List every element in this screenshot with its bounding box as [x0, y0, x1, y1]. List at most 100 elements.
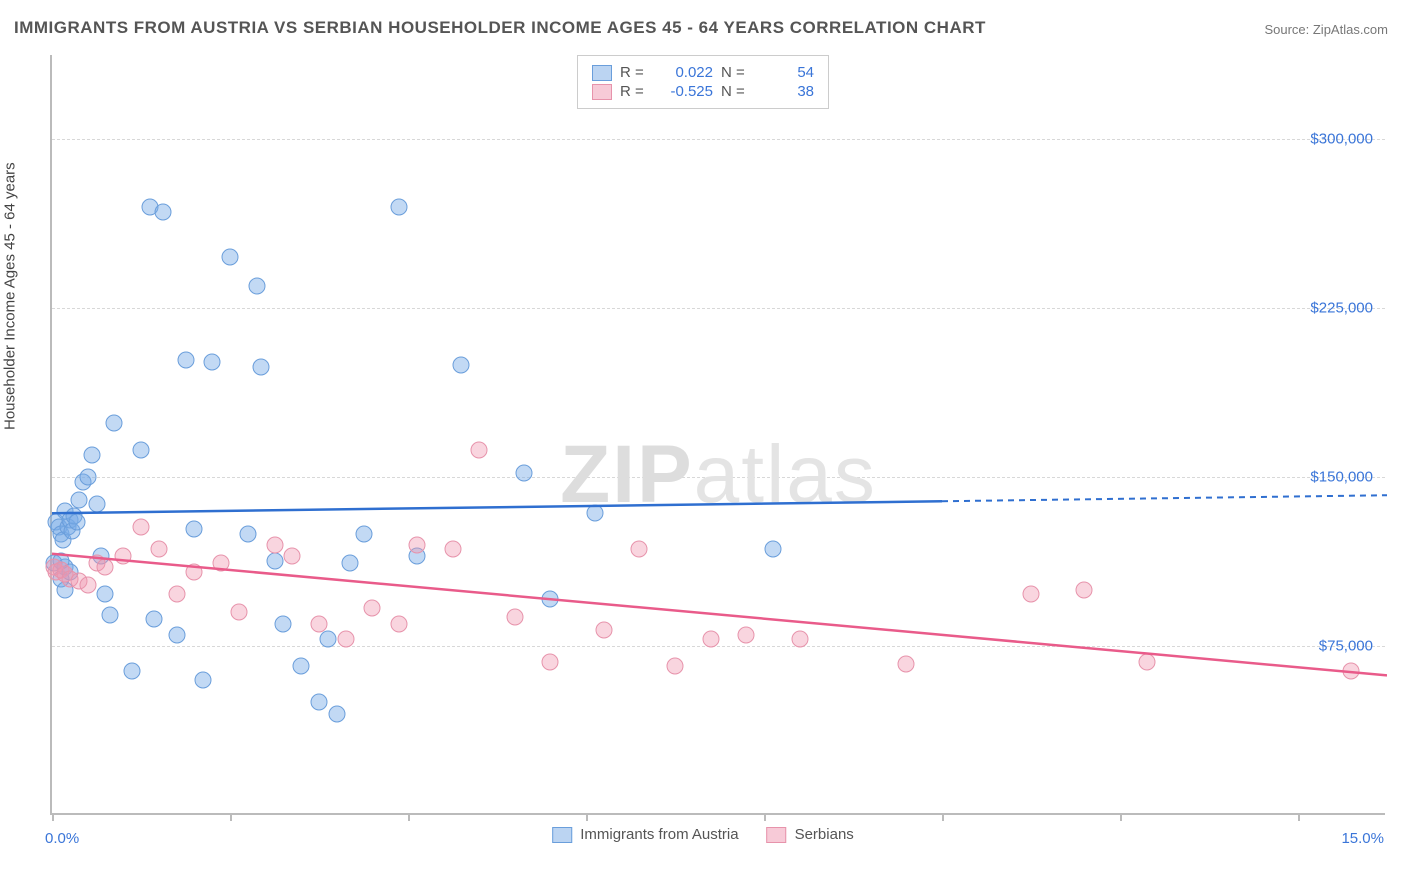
legend-stats: R = 0.022 N = 54 R = -0.525 N = 38	[577, 55, 829, 109]
x-tick	[408, 813, 410, 821]
trendline-extrapolated-austria	[942, 495, 1387, 501]
scatter-point-austria	[133, 442, 150, 459]
scatter-point-austria	[204, 354, 221, 371]
legend-n-value-b: 38	[759, 83, 814, 100]
scatter-point-austria	[239, 525, 256, 542]
scatter-point-austria	[146, 611, 163, 628]
scatter-point-austria	[84, 446, 101, 463]
trendline-serbians	[52, 554, 1387, 676]
legend-stats-row-a: R = 0.022 N = 54	[592, 64, 814, 81]
scatter-point-serbians	[337, 631, 354, 648]
scatter-point-austria	[168, 626, 185, 643]
scatter-point-serbians	[391, 615, 408, 632]
scatter-point-serbians	[150, 541, 167, 558]
scatter-point-austria	[391, 199, 408, 216]
scatter-point-serbians	[311, 615, 328, 632]
scatter-point-serbians	[408, 536, 425, 553]
x-axis-max-label: 15.0%	[1341, 830, 1384, 847]
legend-item-a: Immigrants from Austria	[552, 826, 738, 843]
x-tick	[586, 813, 588, 821]
swatch-austria-icon	[552, 827, 572, 843]
y-tick-label: $300,000	[1310, 131, 1373, 148]
scatter-point-serbians	[364, 599, 381, 616]
scatter-point-austria	[177, 352, 194, 369]
source-label: Source:	[1264, 22, 1312, 37]
scatter-point-austria	[266, 552, 283, 569]
scatter-point-austria	[248, 277, 265, 294]
y-tick-label: $225,000	[1310, 300, 1373, 317]
watermark-bold: ZIP	[560, 429, 694, 520]
scatter-point-serbians	[667, 658, 684, 675]
x-tick	[942, 813, 944, 821]
scatter-point-austria	[124, 662, 141, 679]
legend-stats-row-b: R = -0.525 N = 38	[592, 83, 814, 100]
scatter-plot-area: ZIPatlas $75,000 $150,000 $225,000 $300,000	[50, 55, 1385, 815]
scatter-point-austria	[515, 464, 532, 481]
y-tick-label: $75,000	[1319, 638, 1373, 655]
gridline-horizontal	[52, 477, 1385, 478]
scatter-point-austria	[88, 496, 105, 513]
scatter-point-austria	[764, 541, 781, 558]
scatter-point-austria	[319, 631, 336, 648]
gridline-horizontal	[52, 646, 1385, 647]
scatter-point-austria	[97, 586, 114, 603]
scatter-point-austria	[106, 415, 123, 432]
scatter-point-serbians	[230, 604, 247, 621]
scatter-point-austria	[70, 491, 87, 508]
legend-r-label: R =	[620, 64, 650, 81]
scatter-point-serbians	[1138, 653, 1155, 670]
scatter-point-austria	[342, 554, 359, 571]
scatter-point-serbians	[97, 559, 114, 576]
scatter-point-austria	[195, 671, 212, 688]
scatter-point-serbians	[1343, 662, 1360, 679]
scatter-point-serbians	[133, 518, 150, 535]
legend-label-b: Serbians	[795, 826, 854, 843]
scatter-point-austria	[186, 521, 203, 538]
scatter-point-serbians	[506, 608, 523, 625]
legend-series: Immigrants from Austria Serbians	[552, 826, 854, 843]
y-tick-label: $150,000	[1310, 469, 1373, 486]
scatter-point-austria	[68, 514, 85, 531]
scatter-point-austria	[101, 606, 118, 623]
legend-n-label: N =	[721, 83, 751, 100]
scatter-point-serbians	[79, 577, 96, 594]
gridline-horizontal	[52, 308, 1385, 309]
scatter-point-serbians	[1076, 581, 1093, 598]
x-tick	[230, 813, 232, 821]
swatch-serbians-icon	[592, 84, 612, 100]
x-tick	[764, 813, 766, 821]
x-tick	[1120, 813, 1122, 821]
scatter-point-austria	[155, 203, 172, 220]
scatter-point-serbians	[702, 631, 719, 648]
y-axis-title: Householder Income Ages 45 - 64 years	[2, 162, 19, 430]
scatter-point-serbians	[631, 541, 648, 558]
scatter-point-austria	[586, 505, 603, 522]
scatter-point-austria	[355, 525, 372, 542]
x-tick	[52, 813, 54, 821]
legend-label-a: Immigrants from Austria	[580, 826, 738, 843]
scatter-point-serbians	[444, 541, 461, 558]
scatter-point-austria	[222, 248, 239, 265]
scatter-point-austria	[542, 590, 559, 607]
chart-title: IMMIGRANTS FROM AUSTRIA VS SERBIAN HOUSE…	[14, 18, 986, 38]
scatter-point-austria	[275, 615, 292, 632]
legend-n-label: N =	[721, 64, 751, 81]
legend-r-label: R =	[620, 83, 650, 100]
scatter-point-austria	[453, 356, 470, 373]
legend-item-b: Serbians	[767, 826, 854, 843]
legend-n-value-a: 54	[759, 64, 814, 81]
scatter-point-serbians	[1023, 586, 1040, 603]
x-axis-min-label: 0.0%	[45, 830, 79, 847]
scatter-point-serbians	[542, 653, 559, 670]
scatter-point-serbians	[266, 536, 283, 553]
scatter-point-serbians	[738, 626, 755, 643]
scatter-point-austria	[293, 658, 310, 675]
source-value: ZipAtlas.com	[1313, 22, 1388, 37]
trendlines-layer	[52, 55, 1387, 815]
scatter-point-serbians	[791, 631, 808, 648]
scatter-point-serbians	[115, 548, 132, 565]
watermark-thin: atlas	[694, 429, 877, 520]
source-attribution: Source: ZipAtlas.com	[1264, 22, 1388, 37]
trendline-austria	[52, 501, 942, 513]
scatter-point-serbians	[168, 586, 185, 603]
